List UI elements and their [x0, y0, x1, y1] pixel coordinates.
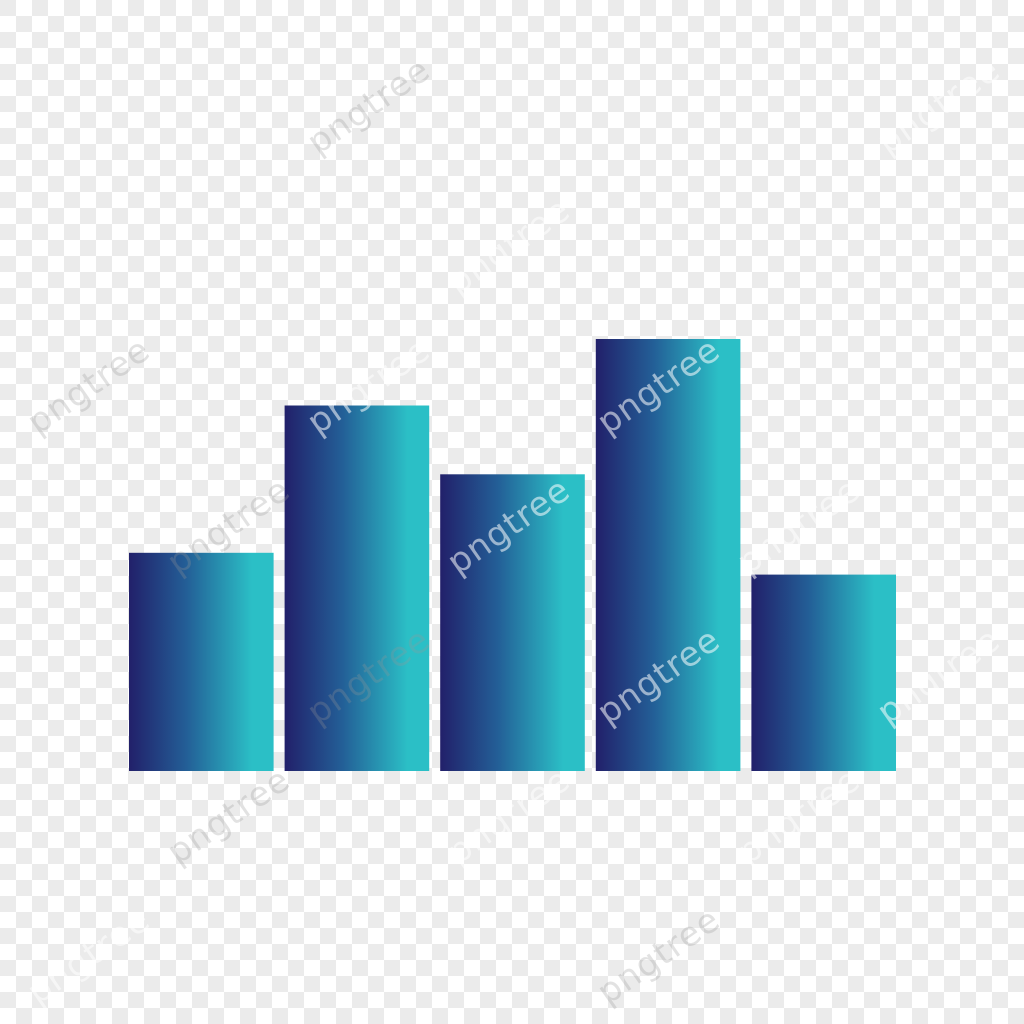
bar-2 — [284, 405, 430, 771]
bar-5 — [751, 574, 896, 771]
bar-3 — [440, 474, 585, 771]
bar-series — [129, 339, 896, 771]
bar-1 — [129, 552, 274, 771]
bar-4 — [595, 339, 741, 771]
